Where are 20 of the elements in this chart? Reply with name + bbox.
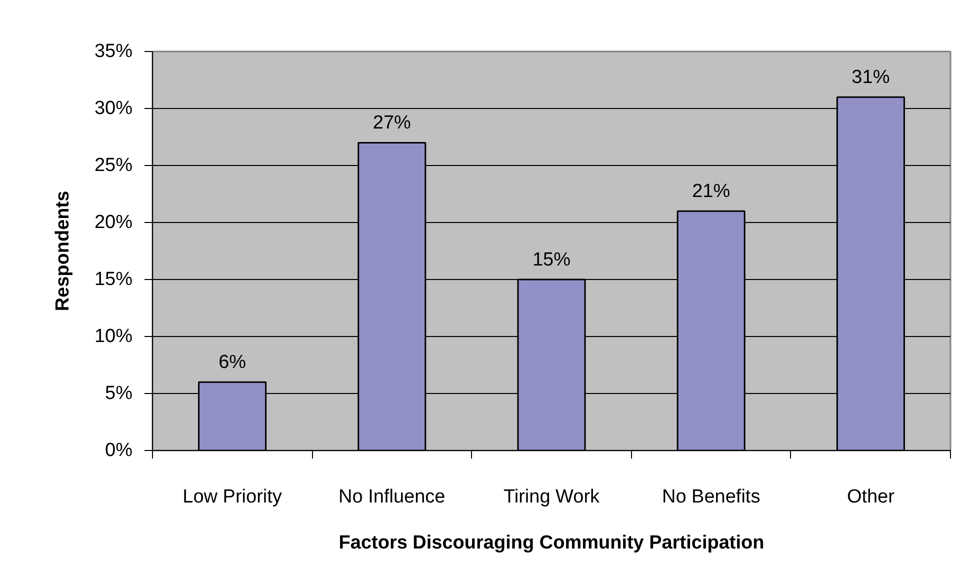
data-label: 15% <box>532 250 571 270</box>
x-tick-label: Tiring Work <box>503 486 600 508</box>
y-tick-label: 30% <box>94 98 133 119</box>
y-tick-label: 10% <box>94 326 133 347</box>
x-tick-label: No Influence <box>338 486 446 508</box>
data-label: 21% <box>692 181 730 202</box>
y-axis-title: Respondents <box>52 190 74 312</box>
data-label: 31% <box>852 67 890 88</box>
x-tick-label: Other <box>846 486 896 508</box>
y-tick-label: 35% <box>94 41 133 62</box>
y-tick-label: 25% <box>94 155 133 176</box>
y-tick-label: 20% <box>94 212 133 233</box>
y-tick-label: 15% <box>94 269 133 290</box>
y-tick-label: 5% <box>105 383 133 404</box>
x-axis-title: Factors Discouraging Community Participation <box>338 532 764 554</box>
data-label: 6% <box>218 352 246 374</box>
x-tick-label: No Benefits <box>662 486 760 508</box>
y-tick-label: 0% <box>105 440 133 461</box>
data-label: 27% <box>372 112 412 134</box>
x-tick-label: Low Priority <box>182 486 282 508</box>
